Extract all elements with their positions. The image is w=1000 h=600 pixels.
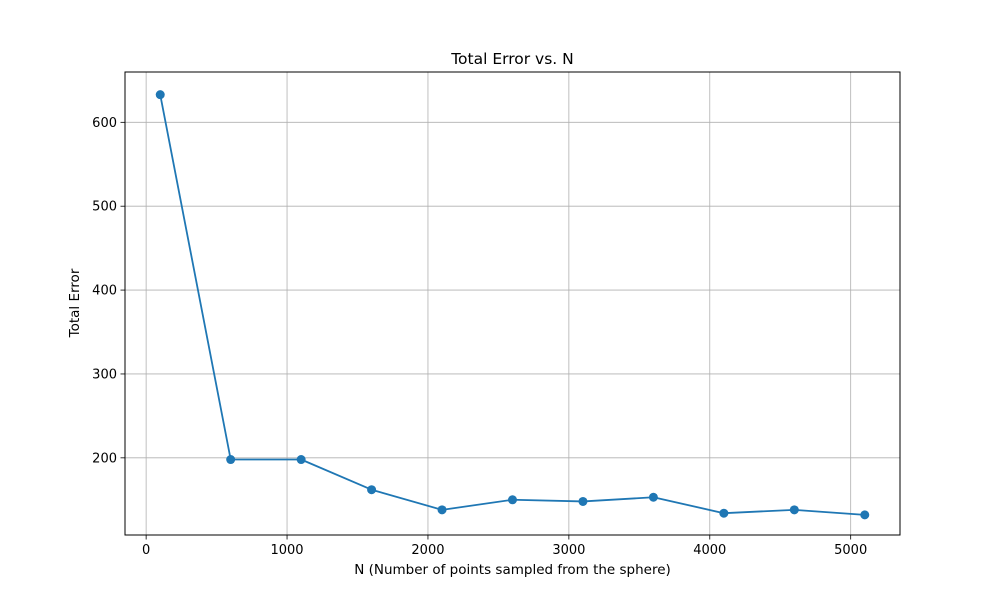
data-point [719,508,729,518]
data-point [296,455,306,465]
data-point [155,90,165,100]
x-axis-ticks: 0 1000 2000 3000 4000 5000 [142,535,867,558]
x-tick-label: 3000 [552,543,585,558]
y-tick-label: 400 [92,284,117,299]
data-point [226,455,236,465]
y-tick-label: 200 [92,451,117,466]
grid-lines [125,72,900,535]
data-point [860,510,870,520]
data-point [789,505,799,515]
chart-title: Total Error vs. N [450,50,574,68]
x-tick-label: 2000 [411,543,444,558]
y-tick-label: 300 [92,367,117,382]
y-axis-label: Total Error [67,268,83,338]
plot-frame [124,71,901,536]
x-tick-label: 4000 [693,543,726,558]
y-tick-label: 600 [92,116,117,131]
x-tick-label: 5000 [834,543,867,558]
x-tick-label: 1000 [270,543,303,558]
data-point [648,492,658,502]
x-tick-label: 0 [142,543,150,558]
data-point [578,496,588,506]
y-tick-label: 500 [92,200,117,215]
y-axis-ticks: 200 300 400 500 600 [92,116,125,466]
series-layer [155,90,870,520]
data-point [437,505,447,515]
data-point [367,485,377,495]
data-point [508,495,517,505]
x-axis-label: N (Number of points sampled from the sph… [354,562,671,578]
